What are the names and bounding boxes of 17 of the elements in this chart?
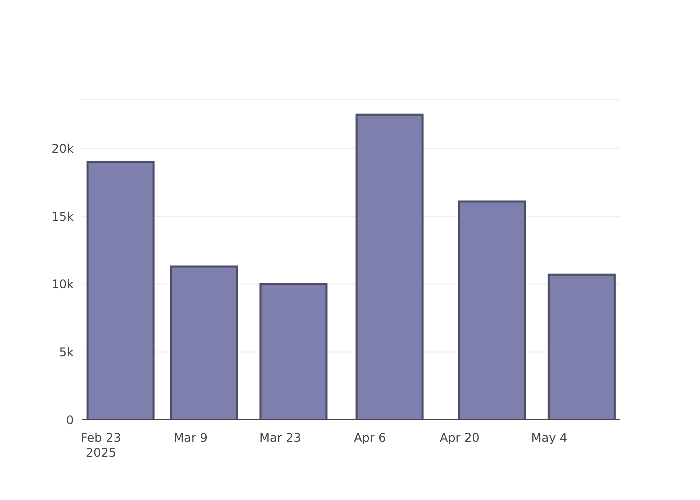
bar [260, 283, 328, 420]
x-tick-label: Feb 23 2025 [81, 431, 122, 460]
bar [548, 274, 616, 420]
x-tick-label: Mar 9 [174, 431, 208, 445]
x-tick-label: May 4 [531, 431, 568, 445]
y-tick-label: 15k [52, 210, 74, 224]
y-tick-label: 5k [59, 345, 74, 360]
bar [458, 200, 526, 420]
y-tick-label: 0 [66, 413, 74, 428]
y-tick-label: 20k [52, 142, 74, 156]
bar [170, 266, 238, 420]
bar [356, 114, 424, 420]
x-tick-label: Apr 20 [440, 431, 480, 445]
x-tick-label: Apr 6 [354, 431, 386, 445]
y-tick-label: 10k [52, 278, 74, 292]
bar [86, 161, 155, 420]
x-tick-label: Mar 23 [260, 431, 302, 445]
